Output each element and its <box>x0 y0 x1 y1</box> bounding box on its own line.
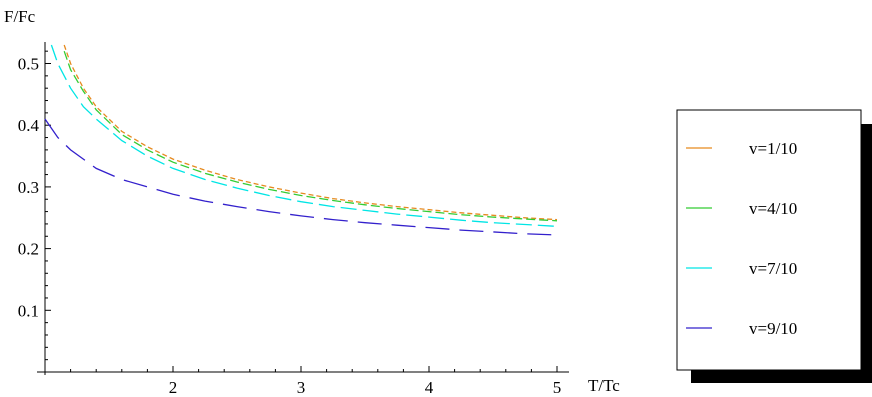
x-tick-label: 5 <box>553 378 562 397</box>
plot-series <box>44 44 558 236</box>
y-axis-label: F/Fc <box>4 7 36 26</box>
y-tick-label: 0.5 <box>18 55 39 74</box>
axes: 0.1 0.2 0.3 0.4 0.5 2 3 4 5 F/Fc T/Tc <box>4 7 620 397</box>
legend-box <box>676 109 862 371</box>
series-line-1 <box>63 44 558 221</box>
x-axis-ticks: 2 3 4 5 <box>70 366 562 397</box>
series-line-3 <box>50 44 558 228</box>
legend: v=1/10 v=4/10 v=7/10 v=9/10 <box>676 109 872 383</box>
y-axis-ticks: 0.1 0.2 0.3 0.4 0.5 <box>18 50 51 361</box>
series-line-2 <box>63 50 558 222</box>
y-tick-label: 0.2 <box>18 240 39 259</box>
x-tick-label: 4 <box>425 378 434 397</box>
legend-label-4: v=9/10 <box>749 319 797 338</box>
x-tick-label: 3 <box>297 378 306 397</box>
series-line-4 <box>44 118 558 236</box>
x-tick-label: 2 <box>169 378 178 397</box>
legend-label-1: v=1/10 <box>749 139 797 158</box>
y-tick-label: 0.4 <box>18 116 40 135</box>
x-axis-label: T/Tc <box>588 376 620 395</box>
legend-items: v=1/10 v=4/10 v=7/10 v=9/10 <box>686 139 797 338</box>
y-tick-label: 0.3 <box>18 178 39 197</box>
y-tick-label: 0.1 <box>18 301 39 320</box>
legend-label-3: v=7/10 <box>749 259 797 278</box>
legend-label-2: v=4/10 <box>749 199 797 218</box>
